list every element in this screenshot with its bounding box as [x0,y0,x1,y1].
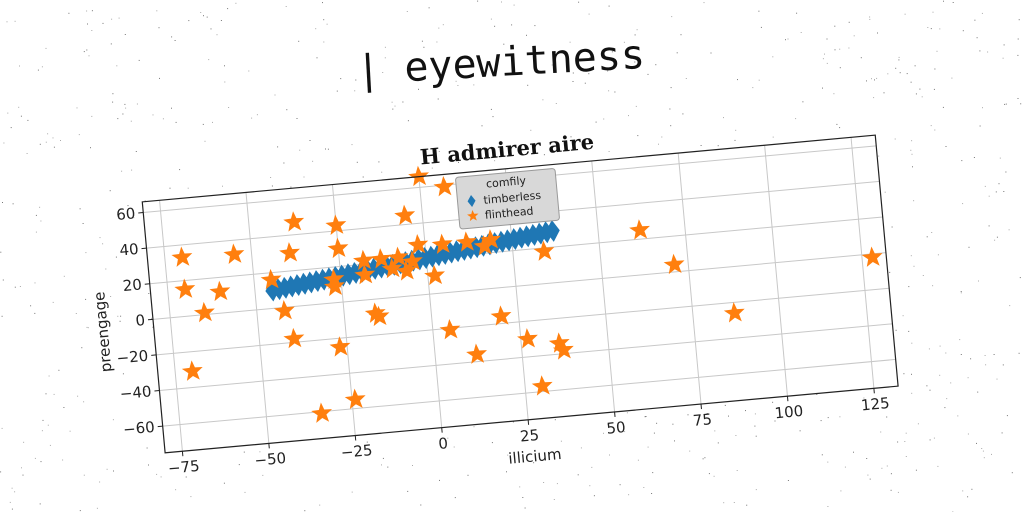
flinthead-point [273,299,295,321]
legend-marker [467,209,479,222]
y-axis-ticks: −60 −40 −20 0 20 40 60 [115,204,163,439]
flinthead-point [424,264,445,286]
x-axis-label: illicium [508,445,563,468]
y-tick-label: 0 [135,311,146,330]
y-tick-label: 20 [122,275,143,295]
flinthead-point [517,328,538,349]
legend-label: flinthead [484,204,534,221]
x-tick-label: 50 [606,418,627,438]
flinthead-point [394,204,416,226]
flinthead-point [480,229,501,250]
flinthead-point [533,240,555,261]
flinthead-point [329,336,351,357]
flinthead-point [354,263,376,285]
x-tick-label: 25 [519,426,540,446]
flinthead-point [193,301,215,323]
x-axis-ticks: −75 −50 −25 0 25 50 75 100 125 [167,388,890,478]
flinthead-point [473,235,495,256]
grid-line-x [591,160,616,412]
flinthead-point [344,388,366,410]
plot-area [142,135,899,453]
flinthead-point [401,250,423,272]
flinthead-point [490,305,512,326]
flinthead-point [861,246,883,267]
grid-line-x [418,176,443,428]
grid-line-y [159,323,893,392]
flinthead-point [370,248,392,269]
grid-line-y [156,287,890,356]
grid-line-x [850,137,875,389]
flinthead-point [723,302,745,323]
flinthead-point [171,246,193,267]
flinthead-point [433,175,455,197]
flinthead-point [663,253,685,275]
x-tick-label: 75 [692,410,713,430]
x-tick-label: 0 [438,434,449,453]
flinthead-point [387,246,409,267]
flinthead-point [260,268,282,290]
flinthead-point [174,278,196,299]
flinthead-point [209,280,231,302]
flinthead-point [325,214,347,235]
chart-rotation-group: −75 −50 −25 0 25 50 75 100 125 −60−40−200204060 … [90,129,899,478]
grid-line-x [677,153,702,405]
grid-line-x [245,192,270,444]
grid-lines [143,137,896,452]
flinthead-point [181,360,203,381]
flinthead-point [311,402,332,423]
legend-label: timberless [483,189,542,207]
legend-box [455,168,560,230]
flinthead-point [439,319,461,340]
legend-title: comfily [485,174,526,191]
flinthead-point [407,233,429,255]
flinthead-point [455,231,477,252]
flinthead-point [327,237,349,259]
flinthead-point [353,249,374,271]
grid-line-y [162,358,896,427]
flinthead-point [368,305,390,327]
series-flinthead-markers [171,165,883,423]
y-tick-label: −60 [122,418,155,439]
flinthead-point [552,339,574,360]
flinthead-point [395,260,417,281]
flinthead-point [279,242,300,263]
y-tick-label: −40 [119,382,152,403]
y-tick-label: 60 [115,204,136,224]
flinthead-point [324,275,345,297]
grid-line-x [159,200,183,452]
flinthead-point [531,375,553,396]
x-tick-label: −50 [254,449,287,470]
grid-line-x [764,145,788,397]
flinthead-point [408,165,429,187]
timberless-point [545,219,560,242]
x-tick-label: −25 [340,441,373,462]
flinthead-point [466,343,487,364]
flinthead-point [223,243,245,264]
y-tick-label: −20 [116,347,149,368]
axes-frame [141,134,899,454]
y-tick-label: 40 [119,240,140,260]
x-tick-label: 125 [860,394,890,415]
x-tick-label: 100 [774,402,804,423]
x-tick-label: −75 [167,457,200,478]
flinthead-point [283,327,305,349]
y-axis-label: preengage [90,291,115,373]
flinthead-point [283,211,305,232]
flinthead-point [629,219,650,240]
flinthead-point [381,257,403,279]
flinthead-point [431,233,453,254]
grid-line-y [152,252,886,320]
legend-marker [467,195,476,207]
